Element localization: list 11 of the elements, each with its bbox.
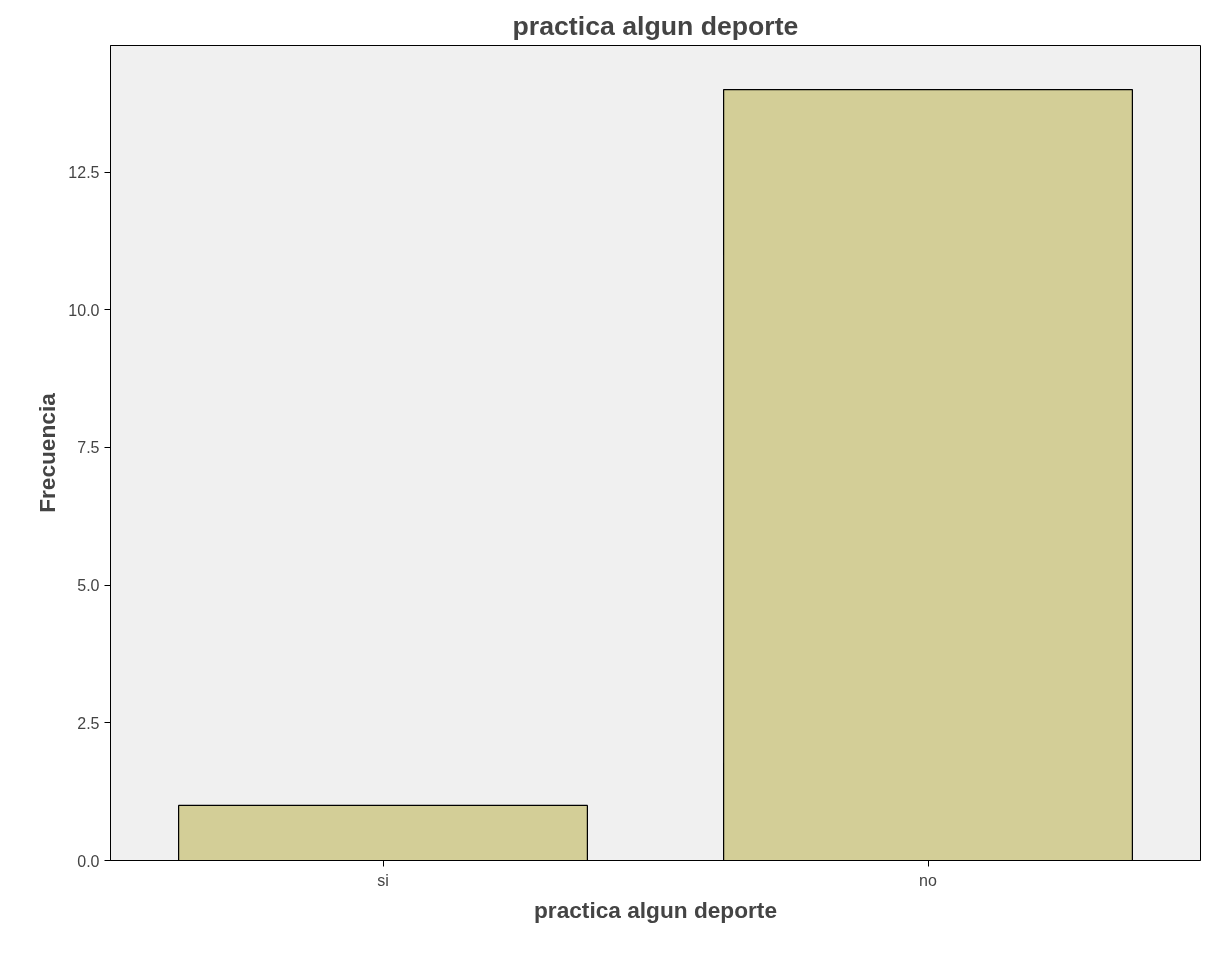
y-tick-label: 5.0 [77,577,100,595]
y-tick-label: 7.5 [77,439,100,457]
y-tick-label: 12.5 [68,164,100,182]
y-tick-label: 2.5 [77,714,100,732]
y-tick-label: 0.0 [77,852,100,870]
x-tick-label: no [919,871,937,889]
chart-title: practica algun deporte [512,10,799,41]
x-axis-title: practica algun deporte [534,896,777,923]
x-tick-label: si [377,871,389,889]
y-tick-label: 10.0 [68,301,100,319]
y-axis-title: Frecuencia [34,392,61,513]
